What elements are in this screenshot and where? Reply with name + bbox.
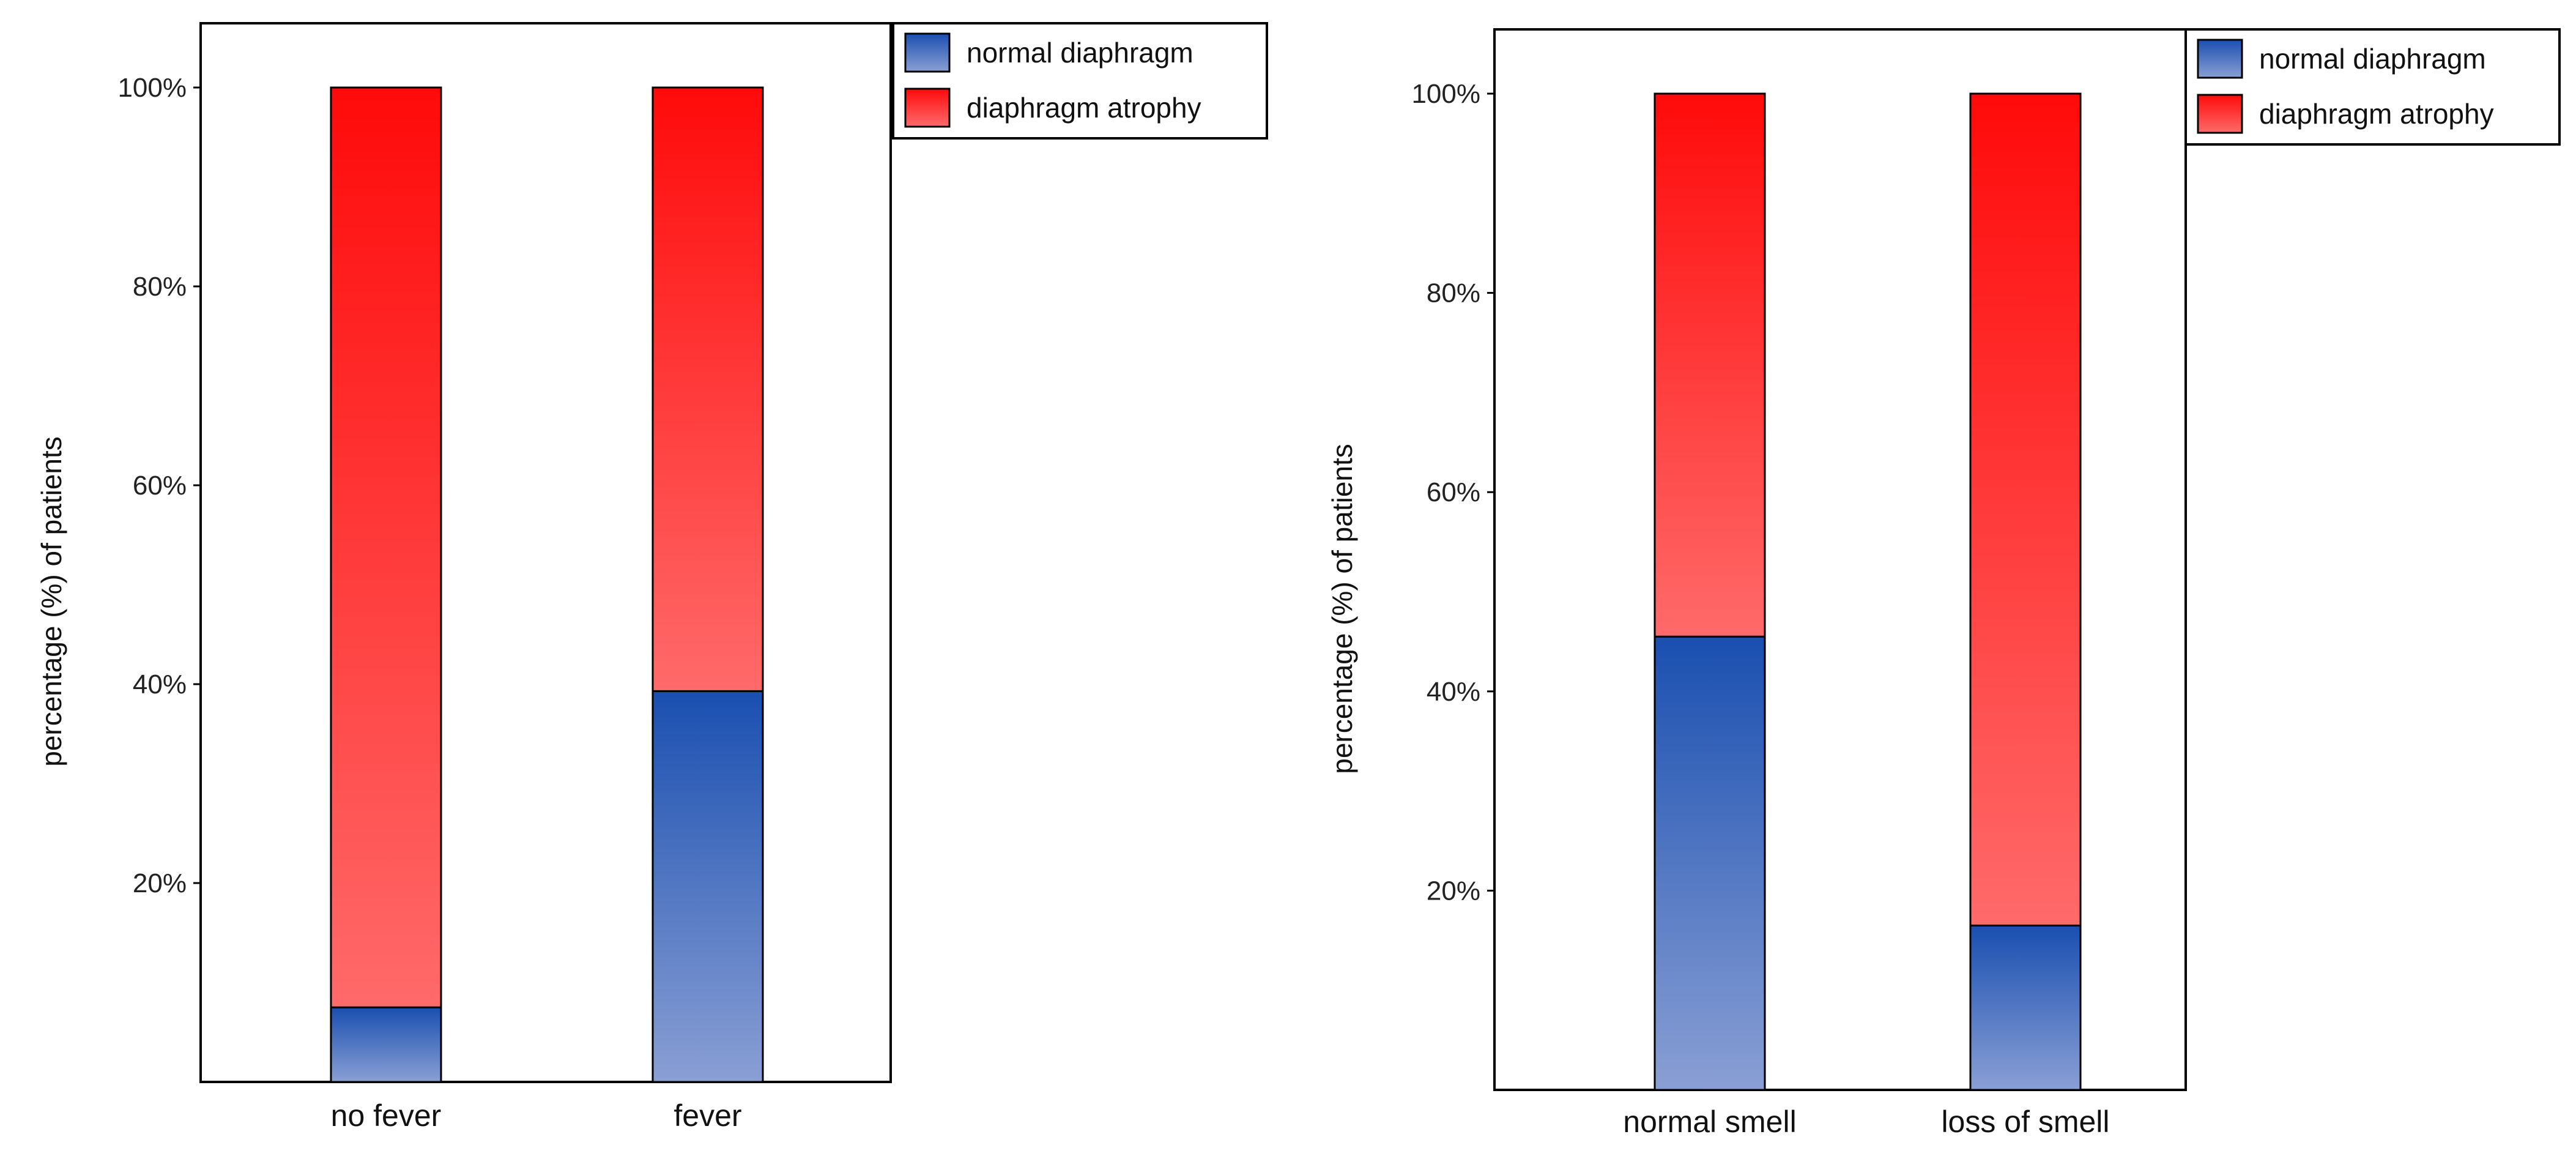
y-tick-label: 20% <box>1427 876 1480 906</box>
legend-label-normal: normal diaphragm <box>2259 43 2486 75</box>
y-tick-label: 60% <box>1427 477 1480 507</box>
legend-label-normal: normal diaphragm <box>967 37 1193 69</box>
legend-label-atrophy: diaphragm atrophy <box>967 92 1201 124</box>
x-category-label: fever <box>674 1098 741 1133</box>
legend-box <box>892 22 1268 140</box>
bar-no-fever-normal-diaphragm <box>330 1006 442 1083</box>
y-tick-label: 80% <box>133 272 187 302</box>
y-tick-label: 60% <box>133 471 187 501</box>
bar-fever-normal-diaphragm <box>651 690 764 1083</box>
y-axis-ticks: 20% 40% 60% 80% 100% <box>1411 79 1494 906</box>
legend: normal diaphragm diaphragm atrophy <box>2184 28 2561 146</box>
bars-group <box>330 86 764 1083</box>
legend-swatch-atrophy <box>2197 94 2243 134</box>
x-axis-categories: no fever fever <box>331 1098 742 1133</box>
chart-smell: 20% 40% 60% 80% 100% normal smell loss of sme… <box>1326 28 2561 1139</box>
bar-no-fever-diaphragm-atrophy <box>330 86 442 1009</box>
legend: normal diaphragm diaphragm atrophy <box>892 22 1268 140</box>
bar-fever-diaphragm-atrophy <box>651 86 764 692</box>
legend-swatch-normal <box>2197 39 2243 79</box>
x-category-label: loss of smell <box>1941 1105 2109 1139</box>
y-tick-label: 100% <box>1411 79 1480 109</box>
bar-normal-smell-diaphragm-atrophy <box>1654 92 1766 638</box>
y-tick-label: 80% <box>1427 278 1480 308</box>
y-tick-label: 40% <box>1427 677 1480 707</box>
y-tick-label: 20% <box>133 868 187 898</box>
chart-fever: 20% 40% 60% 80% 100% no fever fever percentag… <box>35 22 1268 1133</box>
legend-swatch-atrophy <box>904 88 951 128</box>
legend-swatch-normal <box>904 32 951 73</box>
plot-frame <box>199 22 892 1083</box>
y-tick-label: 40% <box>133 669 187 699</box>
plot-frame <box>1493 28 2187 1091</box>
y-axis-label: percentage (%) of patients <box>35 436 67 767</box>
bars-group <box>1654 92 2082 1091</box>
x-category-label: normal smell <box>1623 1105 1796 1139</box>
bar-normal-smell-normal-diaphragm <box>1654 635 1766 1091</box>
x-axis-categories: normal smell loss of smell <box>1623 1105 2109 1139</box>
x-category-label: no fever <box>331 1098 442 1133</box>
y-axis-label: percentage (%) of patients <box>1326 444 1358 774</box>
bar-loss-of-smell-diaphragm-atrophy <box>1969 92 2082 927</box>
bar-loss-of-smell-normal-diaphragm <box>1969 924 2082 1091</box>
legend-label-atrophy: diaphragm atrophy <box>2259 98 2494 130</box>
legend-box <box>2184 28 2561 146</box>
y-tick-label: 100% <box>117 73 187 103</box>
y-axis-ticks: 20% 40% 60% 80% 100% <box>117 73 201 898</box>
